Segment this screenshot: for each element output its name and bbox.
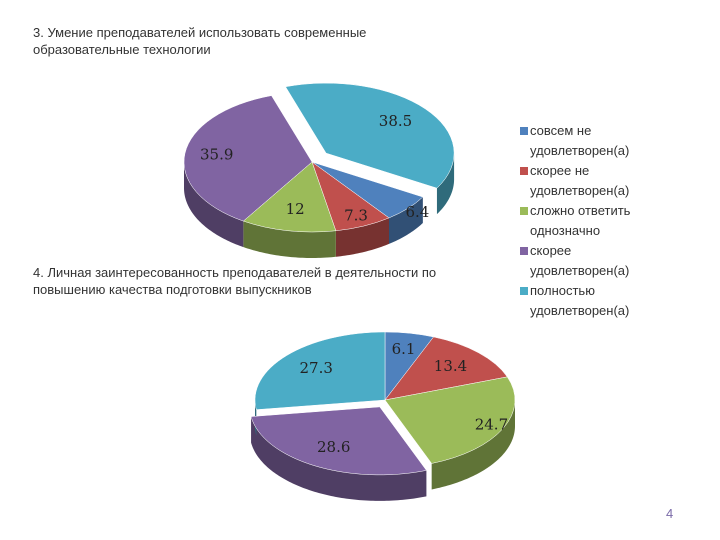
legend-item: сложно ответить однозначно — [520, 201, 645, 241]
legend-swatch — [520, 207, 528, 215]
slice — [285, 82, 455, 189]
legend-item: скорее не удовлетворен(а) — [520, 161, 645, 201]
slice-side — [335, 217, 390, 257]
slice — [242, 161, 337, 233]
slice — [254, 331, 386, 410]
data-label: 12 — [286, 200, 305, 218]
legend-item: совсем не удовлетворен(а) — [520, 121, 645, 161]
legend-label: скорее не удовлетворен(а) — [530, 163, 630, 198]
slice-side — [243, 221, 336, 258]
legend-swatch — [520, 247, 528, 255]
slice-side — [436, 153, 455, 215]
legend-swatch — [520, 287, 528, 295]
slice-side — [389, 197, 423, 244]
legend-item: полностью удовлетворен(а) — [520, 281, 645, 321]
legend: совсем не удовлетворен(а) скорее не удовл… — [520, 121, 645, 321]
legend-label: сложно ответить однозначно — [530, 203, 631, 238]
slice-side — [431, 400, 515, 490]
data-label: 6.1 — [392, 340, 416, 358]
data-label: 27.3 — [300, 359, 333, 377]
legend-item: скорее удовлетворен(а) — [520, 241, 645, 281]
chart-title: 4. Личная заинтересованность преподавате… — [33, 265, 437, 297]
chart-title: 3. Умение преподавателей использовать со… — [33, 25, 367, 57]
data-label: 35.9 — [200, 146, 233, 164]
data-label: 38.5 — [379, 112, 412, 130]
data-label: 6.4 — [406, 203, 430, 221]
data-label: 28.6 — [317, 438, 350, 456]
slice — [384, 336, 508, 401]
slice — [250, 406, 427, 476]
legend-label: совсем не удовлетворен(а) — [530, 123, 630, 158]
data-label: 7.3 — [344, 206, 368, 224]
page-number: 4 — [666, 506, 674, 521]
data-label: 24.7 — [475, 415, 508, 433]
slice-side — [251, 416, 427, 501]
legend-swatch — [520, 127, 528, 135]
slice-side — [184, 162, 244, 248]
legend-label: полностью удовлетворен(а) — [530, 283, 630, 318]
data-label: 13.4 — [434, 357, 467, 375]
legend-label: скорее удовлетворен(а) — [530, 243, 630, 278]
slice — [183, 95, 313, 222]
slice — [384, 376, 516, 464]
legend-swatch — [520, 167, 528, 175]
